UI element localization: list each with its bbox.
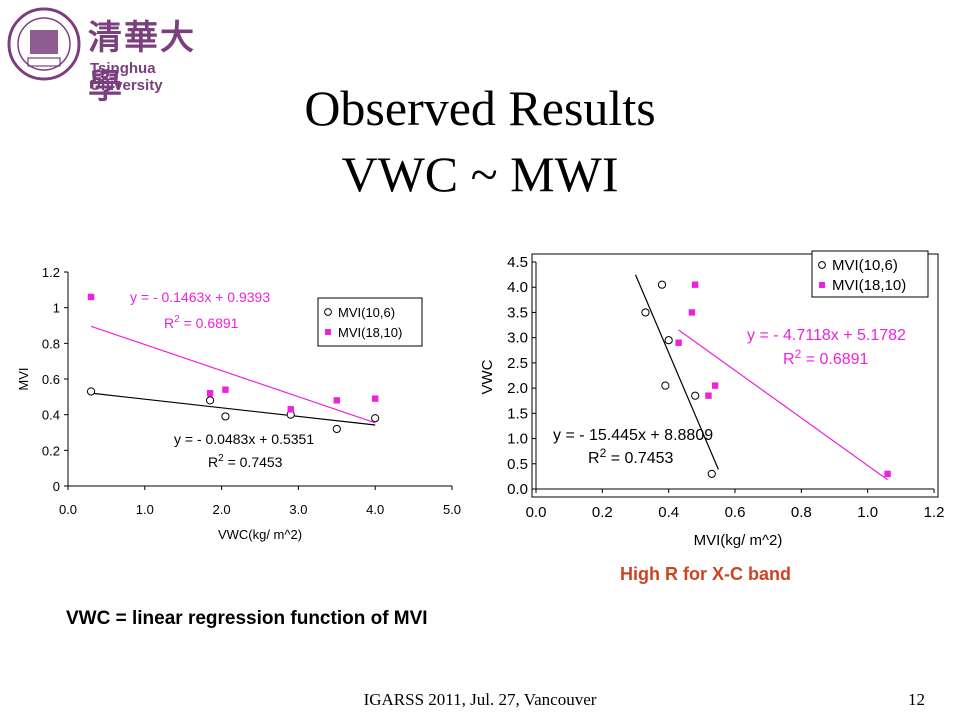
r-squared-label: R2 = 0.6891 <box>164 314 239 331</box>
data-point-circle <box>657 280 667 289</box>
chart-mvi-vs-vwc: 0.0 0.5 1.0 1.5 2.0 2.5 3.0 3.5 4.0 4.5 0.0 0.2 0.4 0… <box>479 250 945 549</box>
data-point-circle <box>332 424 341 434</box>
legend-label: MVI(10,6) <box>338 305 395 320</box>
legend-marker-circle-icon <box>324 308 332 316</box>
r-squared-label: R2 = 0.7453 <box>588 446 674 467</box>
y-tick-label: 1 <box>53 301 60 316</box>
y-tick-label: 3.5 <box>507 304 528 321</box>
x-tick-label: 0.2 <box>592 504 613 521</box>
y-tick-label: 0.6 <box>42 372 60 387</box>
trendline-mvi-10-6 <box>634 274 719 470</box>
data-point-circle <box>221 412 230 421</box>
y-tick-label: 0.0 <box>507 481 528 498</box>
y-tick-label: 1.5 <box>507 405 528 422</box>
logo-english-name: Tsinghua University <box>90 60 163 94</box>
data-point-square <box>884 470 891 478</box>
x-axis-label: VWC(kg/ m^2) <box>218 527 302 542</box>
data-point-square <box>692 281 699 288</box>
regression-equation: y = - 15.445x + 8.8809 <box>553 427 713 444</box>
x-tick-label: 5.0 <box>443 502 461 517</box>
x-tick-label: 2.0 <box>213 502 231 517</box>
data-point-square <box>711 382 719 389</box>
regression-equation: y = - 0.1463x + 0.9393 <box>130 289 270 305</box>
r-squared-label: R2 = 0.6891 <box>783 347 869 368</box>
x-tick-label: 1.0 <box>136 502 154 517</box>
y-tick-label: 1.2 <box>42 265 60 280</box>
x-tick-label: 3.0 <box>289 502 307 517</box>
x-tick-label: 4.0 <box>366 502 384 517</box>
regression-equation: y = - 0.0483x + 0.5351 <box>174 431 314 447</box>
data-point-circle <box>691 391 700 400</box>
data-point-square <box>705 392 712 399</box>
data-point-circle <box>371 414 380 423</box>
x-tick-label: 0.0 <box>59 502 77 517</box>
y-tick-label: 4.5 <box>507 254 528 271</box>
slide-title-line2: VWC ~ MWI <box>341 146 619 202</box>
y-tick-label: 0.8 <box>42 336 60 351</box>
x-tick-label: 0.6 <box>725 504 746 521</box>
data-point-square <box>333 397 340 404</box>
data-point-circle <box>205 396 215 405</box>
legend-box <box>317 297 423 347</box>
legend-marker-circle-icon <box>818 261 826 269</box>
data-point-square <box>222 386 229 393</box>
data-point-circle <box>86 387 96 396</box>
legend-marker-square-icon <box>819 282 825 288</box>
data-point-circle <box>661 381 670 390</box>
y-tick-label: 3.0 <box>507 330 528 347</box>
y-tick-label: 2.0 <box>507 380 528 397</box>
tsinghua-seal-logo-icon <box>7 7 81 81</box>
y-tick-label: 0.5 <box>507 456 528 473</box>
legend-label: MVI(18,10) <box>832 277 906 294</box>
legend-label: MVI(18,10) <box>338 325 402 340</box>
logo-chinese-name: 清華大學 <box>88 18 196 107</box>
y-tick-label: 0 <box>53 479 60 494</box>
r-squared-label: R2 = 0.7453 <box>208 453 283 470</box>
data-point-circle <box>641 308 650 317</box>
x-tick-label: 1.2 <box>924 504 945 521</box>
y-axis-label: MVI <box>16 367 31 390</box>
regression-equation: y = - 4.7118x + 5.1782 <box>747 327 906 344</box>
x-tick-label: 0.0 <box>526 504 547 521</box>
plot-area-border <box>531 253 939 498</box>
data-point-square <box>87 293 95 301</box>
x-axis-label: MVI(kg/ m^2) <box>694 532 783 549</box>
chart-vwc-vs-mvi: 0 0.2 0.4 0.6 0.8 1 1.2 0.0 1.0 2.0 3.0 4.0 5.0 VWC(k… <box>16 265 461 542</box>
tsinghua-logo: 清華大學 Tsinghua University <box>6 4 206 107</box>
y-tick-label: 0.4 <box>42 408 60 423</box>
data-point-square <box>372 395 379 402</box>
trendline-mvi-18-10 <box>678 329 888 481</box>
data-point-circle <box>664 336 673 345</box>
slide-title-line1: Observed Results <box>304 80 656 136</box>
y-tick-label: 0.2 <box>42 443 60 458</box>
y-tick-label: 4.0 <box>507 279 528 296</box>
legend-marker-square-icon <box>325 329 331 335</box>
data-point-square <box>688 309 696 316</box>
data-point-square <box>206 390 214 397</box>
high-r-note: High R for X-C band <box>620 564 791 584</box>
page-number: 12 <box>908 690 925 709</box>
footer-conference: IGARSS 2011, Jul. 27, Vancouver <box>363 690 597 709</box>
x-tick-label: 0.4 <box>658 504 679 521</box>
data-point-square <box>287 406 294 413</box>
legend-box <box>811 250 929 298</box>
data-point-square <box>675 339 682 346</box>
y-tick-label: 1.0 <box>507 431 528 448</box>
x-tick-label: 1.0 <box>857 504 878 521</box>
data-point-circle <box>707 469 716 478</box>
regression-note: VWC = linear regression function of MVI <box>66 608 428 629</box>
x-tick-label: 0.8 <box>791 504 812 521</box>
trendline-mvi-10-6 <box>90 392 376 426</box>
legend-label: MVI(10,6) <box>832 257 898 274</box>
y-axis-label: VWC <box>479 359 496 394</box>
y-tick-label: 2.5 <box>507 355 528 372</box>
trendline-mvi-18-10 <box>90 325 376 424</box>
